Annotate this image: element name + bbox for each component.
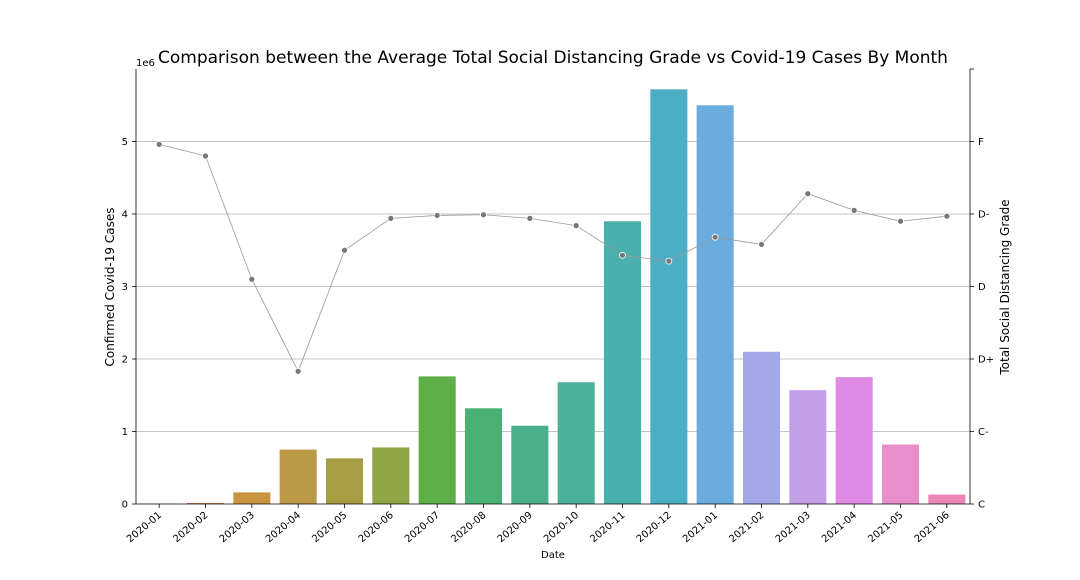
bar [836,377,873,504]
y2-tick-label: D [978,282,986,293]
x-tick-label: 2021-05 [866,510,905,545]
bar [326,458,363,504]
y2-tick-label: D- [978,210,990,221]
x-tick-label: 2021-04 [820,510,859,545]
grade-point [203,153,209,159]
bar [650,89,687,504]
y-tick-label: 2 [122,355,128,366]
y2-tick-label: F [978,137,984,148]
y-tick-label: 3 [122,282,128,293]
x-tick-label: 2020-05 [310,510,349,545]
x-tick-label: 2020-04 [264,510,303,545]
grade-point [898,218,904,224]
bar [372,447,409,504]
bar [465,408,502,504]
x-tick-label: 2020-01 [125,510,164,545]
x-tick-label: 2020-11 [588,510,627,545]
x-tick-label: 2021-06 [913,510,952,545]
grade-point [805,191,811,197]
x-tick-label: 2020-06 [357,510,396,545]
bar [882,445,919,504]
grade-point [342,247,348,253]
y2-tick-label: C- [978,427,989,438]
bars [141,89,966,504]
bar [558,382,595,504]
grade-line-path [159,144,947,371]
x-tick-label: 2020-07 [403,510,442,545]
y-tick-label: 0 [122,500,128,511]
bar [511,426,548,504]
y2-tick-label: D+ [978,355,994,366]
grade-point [944,213,950,219]
bar [604,221,641,504]
x-tick-label: 2021-03 [774,510,813,545]
grade-point [666,258,672,264]
x-tick-label: 2020-03 [218,510,257,545]
grade-point [156,141,162,147]
bar [789,390,826,504]
y-axis-label: Confirmed Covid-19 Cases [103,208,117,367]
x-axis-label: Date [541,550,565,561]
grade-point [295,368,301,374]
chart-title: Comparison between the Average Total Soc… [158,48,948,68]
grade-point [388,215,394,221]
y-tick-label: 4 [122,210,128,221]
x-tick-label: 2020-10 [542,510,581,545]
x-tick-label: 2020-09 [496,510,535,545]
grade-line [156,141,950,374]
grade-point [434,212,440,218]
y-tick-label: 1 [122,427,128,438]
x-tick-label: 2020-02 [171,510,210,545]
grade-point [759,241,765,247]
bar [928,495,965,504]
bar [280,450,317,504]
grade-point [573,223,579,229]
y-tick-label: 5 [122,137,128,148]
x-tick-label: 2021-01 [681,510,720,545]
bar [419,376,456,504]
grade-point [620,252,626,258]
grade-point [481,212,487,218]
grade-point [527,215,533,221]
bar [697,105,734,504]
grade-point [851,207,857,213]
grade-point [249,276,255,282]
y-multiplier-label: 1e6 [136,58,155,69]
bar [743,352,780,504]
grade-point [712,234,718,240]
bar [233,492,270,504]
x-tick-label: 2021-02 [727,510,766,545]
x-tick-label: 2020-12 [635,510,674,545]
y2-axis-label: Total Social Distancing Grade [998,199,1012,375]
x-tick-label: 2020-08 [449,510,488,545]
y2-tick-label: C [978,500,985,511]
